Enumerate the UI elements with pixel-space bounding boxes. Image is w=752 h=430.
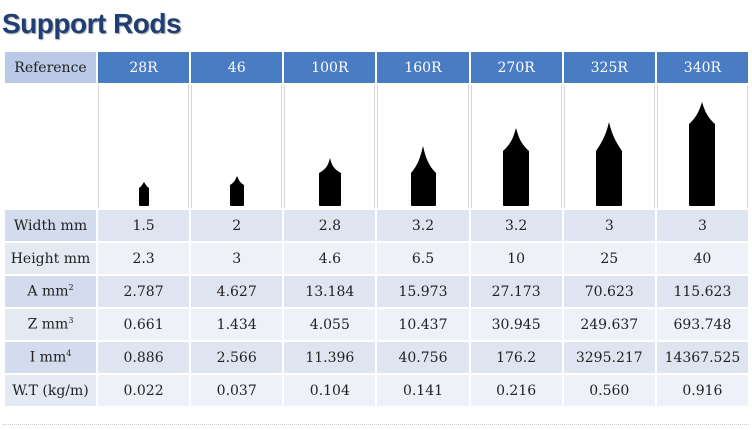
table-row-weight: W.T (kg/m) 0.022 0.037 0.104 0.141 0.216… xyxy=(5,373,748,406)
row-label-area-sup: 2 xyxy=(68,283,74,293)
support-rods-table: Reference 28R 46 100R 160R 270R 325R 340… xyxy=(3,52,750,406)
table-cell: 249.637 xyxy=(563,307,655,340)
table-cell: 3295.217 xyxy=(563,340,655,373)
profile-cell-28r xyxy=(98,85,190,208)
profile-cell-46 xyxy=(191,85,283,208)
table-cell: 25 xyxy=(563,241,655,274)
table-cell: 0.037 xyxy=(191,373,283,406)
table-cell: 0.560 xyxy=(563,373,655,406)
header-col-325r: 325R xyxy=(563,52,655,85)
table-row-width: Width mm 1.5 2 2.8 3.2 3.2 3 3 xyxy=(5,208,748,241)
header-col-100r: 100R xyxy=(284,52,376,85)
page-title: Support Rods xyxy=(2,8,182,39)
row-label-width: Width mm xyxy=(5,208,96,241)
table-cell: 2.8 xyxy=(284,208,376,241)
table-cell: 27.173 xyxy=(470,274,562,307)
table-row-inertia: I mm4 0.886 2.566 11.396 40.756 176.2 32… xyxy=(5,340,748,373)
table-cell: 4.6 xyxy=(284,241,376,274)
table-cell: 3 xyxy=(656,208,748,241)
table-cell: 0.104 xyxy=(284,373,376,406)
row-label-z: Z mm3 xyxy=(5,307,96,340)
table-cell: 10.437 xyxy=(377,307,469,340)
row-label-z-sup: 3 xyxy=(68,316,74,326)
header-reference: Reference xyxy=(5,52,96,85)
profile-row-blank xyxy=(5,85,96,208)
table-cell: 693.748 xyxy=(656,307,748,340)
table-cell: 6.5 xyxy=(377,241,469,274)
table-cell: 115.623 xyxy=(656,274,748,307)
table-cell: 0.916 xyxy=(656,373,748,406)
table-cell: 4.627 xyxy=(191,274,283,307)
header-row: Reference 28R 46 100R 160R 270R 325R 340… xyxy=(5,52,748,85)
table-cell: 15.973 xyxy=(377,274,469,307)
table-cell: 3 xyxy=(191,241,283,274)
table-cell: 0.661 xyxy=(98,307,190,340)
table-cell: 3 xyxy=(563,208,655,241)
table-cell: 2 xyxy=(191,208,283,241)
table-cell: 70.623 xyxy=(563,274,655,307)
table-cell: 0.886 xyxy=(98,340,190,373)
table-cell: 1.5 xyxy=(98,208,190,241)
table-row-z: Z mm3 0.661 1.434 4.055 10.437 30.945 24… xyxy=(5,307,748,340)
header-col-28r: 28R xyxy=(98,52,190,85)
rod-profile-46-icon xyxy=(229,176,244,206)
table-cell: 0.141 xyxy=(377,373,469,406)
table-cell: 14367.525 xyxy=(656,340,748,373)
table-cell: 0.216 xyxy=(470,373,562,406)
profile-cell-270r xyxy=(470,85,562,208)
table-cell: 30.945 xyxy=(470,307,562,340)
table-cell: 176.2 xyxy=(470,340,562,373)
row-label-inertia-text: I mm xyxy=(29,349,67,366)
table-cell: 3.2 xyxy=(470,208,562,241)
rod-profile-100r-icon xyxy=(318,158,341,206)
row-label-z-text: Z mm xyxy=(27,316,69,333)
rod-profile-325r-icon xyxy=(596,122,623,206)
table-cell: 10 xyxy=(470,241,562,274)
table-cell: 3.2 xyxy=(377,208,469,241)
row-label-area: A mm2 xyxy=(5,274,96,307)
table-cell: 40.756 xyxy=(377,340,469,373)
table-cell: 4.055 xyxy=(284,307,376,340)
profile-cell-100r xyxy=(284,85,376,208)
table-cell: 1.434 xyxy=(191,307,283,340)
rod-profile-28r-icon xyxy=(138,182,149,206)
table-row-area: A mm2 2.787 4.627 13.184 15.973 27.173 7… xyxy=(5,274,748,307)
rod-profile-340r-icon xyxy=(689,102,716,206)
rod-profile-160r-icon xyxy=(410,146,436,206)
table-cell: 13.184 xyxy=(284,274,376,307)
rod-profile-270r-icon xyxy=(503,128,530,206)
header-col-46: 46 xyxy=(191,52,283,85)
header-col-340r: 340R xyxy=(656,52,748,85)
header-col-160r: 160R xyxy=(377,52,469,85)
table-cell: 2.787 xyxy=(98,274,190,307)
row-label-inertia-sup: 4 xyxy=(66,349,72,359)
table-cell: 40 xyxy=(656,241,748,274)
table-cell: 0.022 xyxy=(98,373,190,406)
table-cell: 2.3 xyxy=(98,241,190,274)
table-cell: 11.396 xyxy=(284,340,376,373)
profile-cell-160r xyxy=(377,85,469,208)
row-label-area-text: A mm xyxy=(27,283,69,300)
row-label-inertia: I mm4 xyxy=(5,340,96,373)
row-label-height: Height mm xyxy=(5,241,96,274)
bottom-divider xyxy=(3,424,749,425)
table-row-height: Height mm 2.3 3 4.6 6.5 10 25 40 xyxy=(5,241,748,274)
header-col-270r: 270R xyxy=(470,52,562,85)
row-label-weight: W.T (kg/m) xyxy=(5,373,96,406)
table-cell: 2.566 xyxy=(191,340,283,373)
profile-cell-325r xyxy=(563,85,655,208)
profile-cell-340r xyxy=(656,85,748,208)
profile-row xyxy=(5,85,748,208)
